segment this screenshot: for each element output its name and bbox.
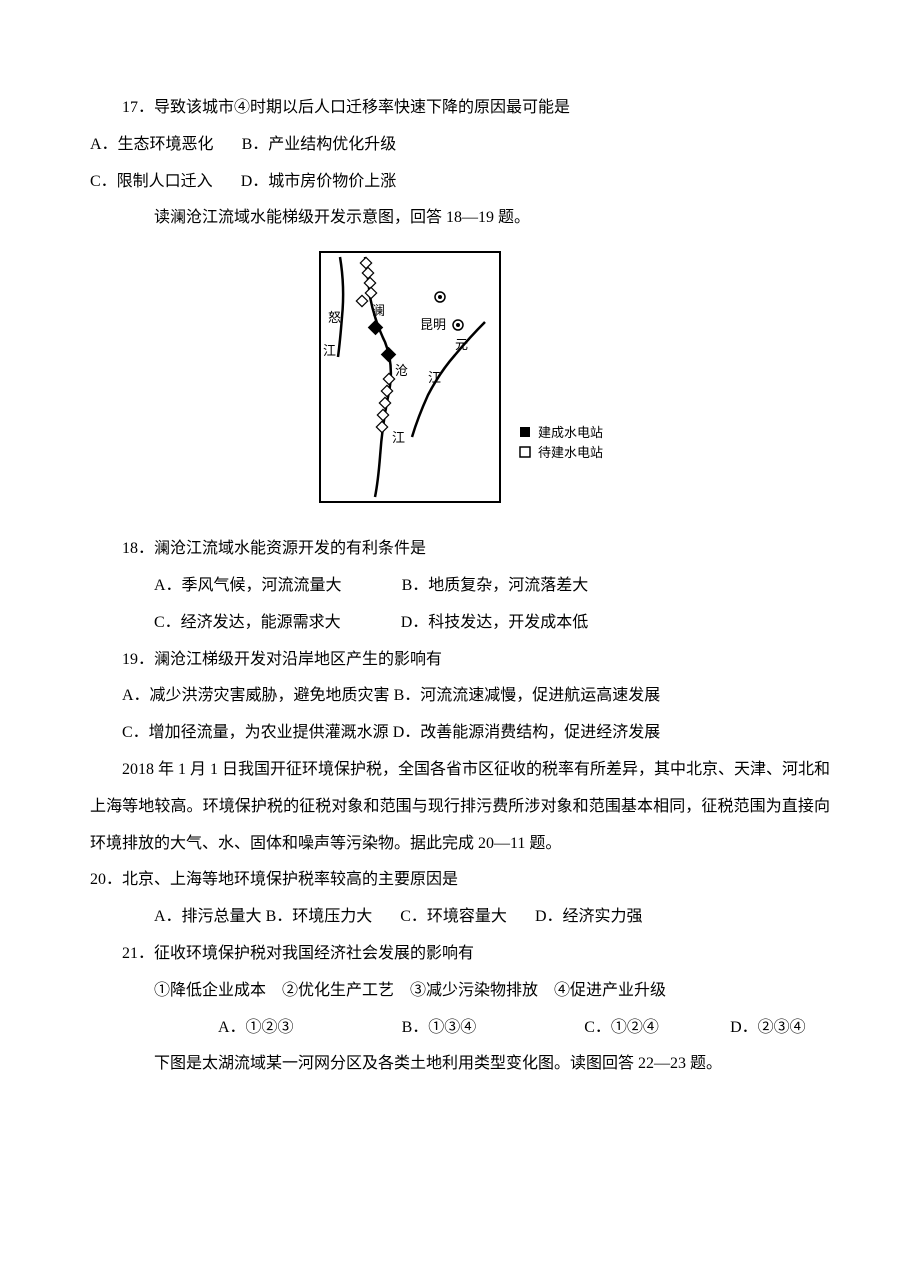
planned-station-6 [383, 374, 394, 385]
q20-options: A．排污总量大 B．环境压力大 C．环境容量大 D．经济实力强 [90, 899, 830, 936]
q19-optC: C．增加径流量，为农业提供灌溉水源 [122, 724, 389, 741]
q19-stem: 19．澜沧江梯级开发对沿岸地区产生的影响有 [90, 642, 830, 679]
q17-optC: C．限制人口迁入 [90, 164, 213, 201]
q18-optB: B．地质复杂，河流落差大 [370, 568, 589, 605]
planned-station-3 [364, 278, 375, 289]
q21-optC: C．①②④ [520, 1010, 659, 1047]
planned-station-9 [377, 410, 388, 421]
q17-optB: B．产业结构优化升级 [242, 127, 397, 164]
q18-stem: 18．澜沧江流域水能资源开发的有利条件是 [90, 531, 830, 568]
planned-station-10 [376, 422, 387, 433]
q19-optD: D．改善能源消费结构，促进经济发展 [393, 724, 661, 741]
q21-optD: D．②③④ [666, 1010, 806, 1047]
q21-options: A．①②③ B．①③④ C．①②④ D．②③④ [90, 1010, 830, 1047]
q17-options-row2: C．限制人口迁入 D．城市房价物价上涨 [90, 164, 830, 201]
q17-optA: A．生态环境恶化 [90, 127, 214, 164]
q21-optB: B．①③④ [338, 1010, 477, 1047]
legend-planned-text: 待建水电站 [538, 445, 603, 460]
planned-station-1 [360, 258, 371, 269]
q18-optA: A．季风气候，河流流量大 [122, 568, 342, 605]
q20-stem: 20．北京、上海等地环境保护税率较高的主要原因是 [90, 862, 830, 899]
intro-22-23: 下图是太湖流域某一河网分区及各类土地利用类型变化图。读图回答 22—23 题。 [90, 1046, 830, 1083]
q19-options-row2: C．增加径流量，为农业提供灌溉水源 D．改善能源消费结构，促进经济发展 [90, 715, 830, 752]
map-border [320, 252, 500, 502]
planned-station-4 [365, 288, 376, 299]
planned-station-5 [356, 296, 367, 307]
legend-built-icon [520, 427, 530, 437]
label-jiang-yj: 江 [428, 370, 441, 385]
lancang-diagram: 怒 江 澜 沧 江 元 江 昆明 [90, 247, 830, 511]
q19-optA: A．减少洪涝灾害威胁，避免地质灾害 [122, 687, 390, 704]
river-nujiang [338, 257, 343, 357]
q19-options-row1: A．减少洪涝灾害威胁，避免地质灾害 B．河流流速减慢，促进航运高速发展 [90, 678, 830, 715]
diagram-svg: 怒 江 澜 沧 江 元 江 昆明 [310, 247, 610, 507]
q17-options-row1: A．生态环境恶化 B．产业结构优化升级 [90, 127, 830, 164]
planned-station-8 [379, 398, 390, 409]
q18-optC: C．经济发达，能源需求大 [122, 605, 341, 642]
built-station-2 [381, 347, 397, 363]
label-cang: 沧 [395, 363, 408, 378]
q18-options-row2: C．经济发达，能源需求大 D．科技发达，开发成本低 [90, 605, 830, 642]
q18-options-row1: A．季风气候，河流流量大 B．地质复杂，河流落差大 [90, 568, 830, 605]
intro-20-21: 2018 年 1 月 1 日我国开征环境保护税，全国各省市区征收的税率有所差异，… [90, 752, 830, 862]
river-yuanjiang [412, 322, 485, 437]
q17-stem: 17．导致该城市④时期以后人口迁移率快速下降的原因最可能是 [90, 90, 830, 127]
q17-optD: D．城市房价物价上涨 [241, 164, 397, 201]
q18-optD: D．科技发达，开发成本低 [369, 605, 589, 642]
intro-18-19: 读澜沧江流域水能梯级开发示意图，回答 18—19 题。 [90, 200, 830, 237]
legend-built-text: 建成水电站 [538, 425, 603, 440]
label-kunming: 昆明 [420, 317, 446, 332]
q21-optA: A．①②③ [154, 1010, 294, 1047]
label-yuan: 元 [455, 337, 468, 352]
q21-stem: 21．征收环境保护税对我国经济社会发展的影响有 [90, 936, 830, 973]
q21-items: ①降低企业成本 ②优化生产工艺 ③减少污染物排放 ④促进产业升级 [90, 973, 830, 1010]
label-jiang-nu: 江 [323, 343, 336, 358]
legend-planned-icon [520, 447, 530, 457]
q20-optD: D．经济实力强 [535, 908, 643, 925]
label-jiang-lc: 江 [392, 430, 405, 445]
label-nu: 怒 [328, 310, 341, 325]
q20-optA: A．排污总量大 [154, 908, 262, 925]
q19-optB: B．河流流速减慢，促进航运高速发展 [394, 687, 661, 704]
city-kunming-inner [456, 323, 460, 327]
q20-optC: C．环境容量大 [400, 908, 507, 925]
planned-station-2 [362, 268, 373, 279]
city-marker-2-inner [438, 295, 442, 299]
label-lan: 澜 [372, 303, 385, 318]
q20-optB: B．环境压力大 [266, 908, 373, 925]
